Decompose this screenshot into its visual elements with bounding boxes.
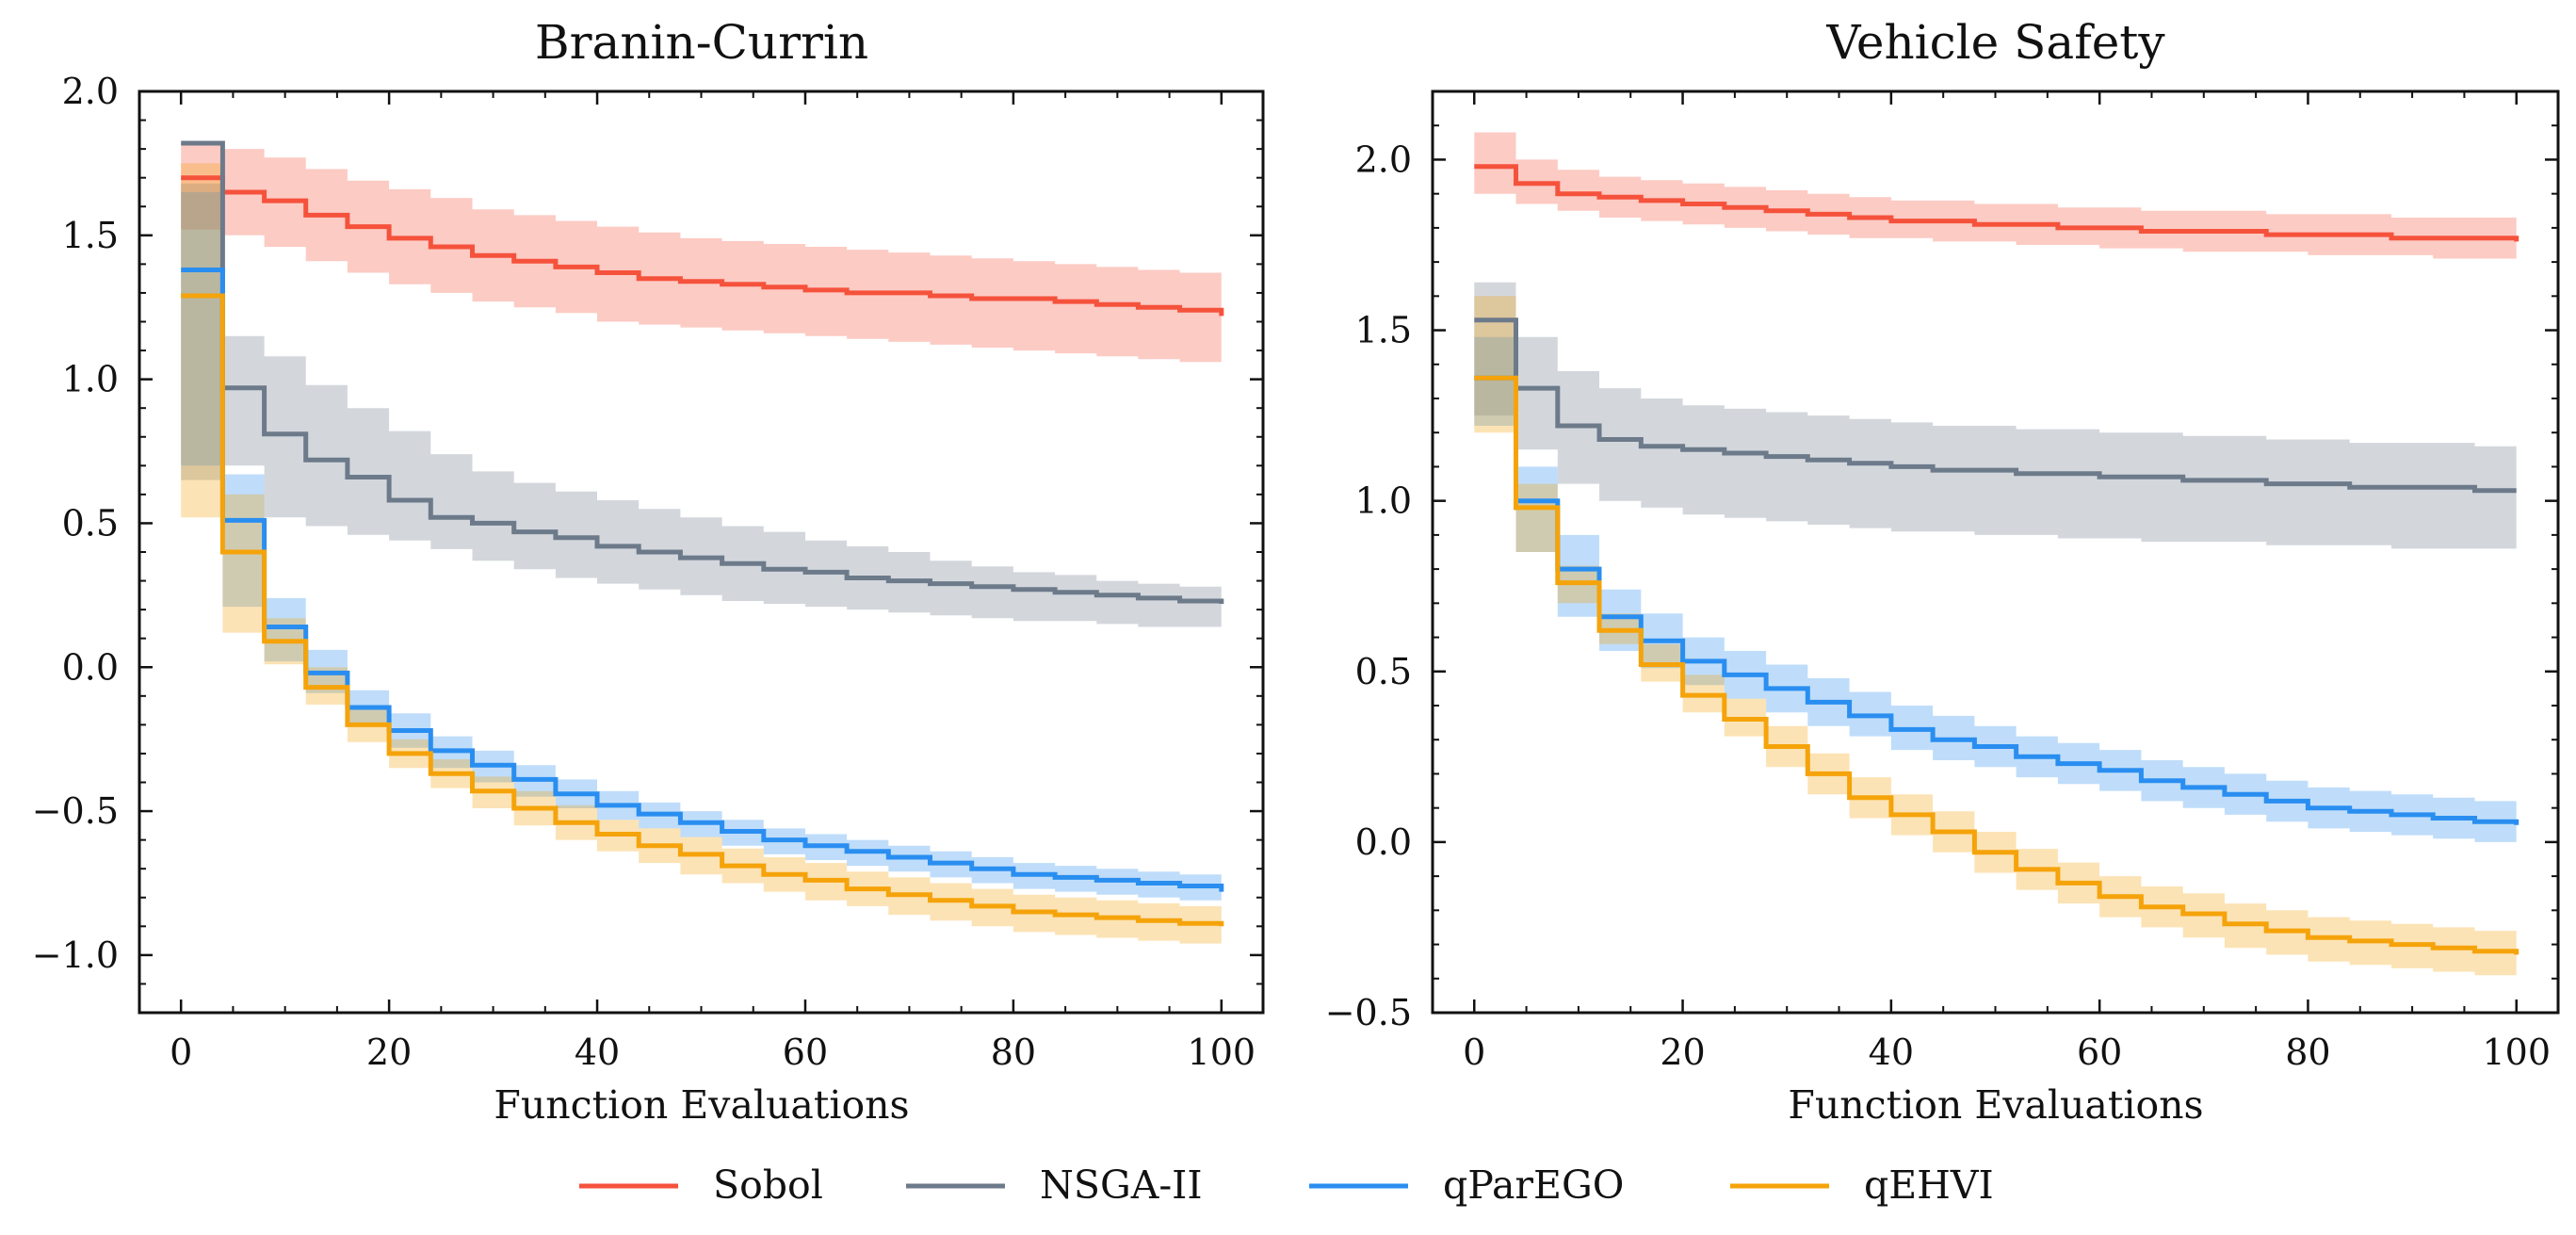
panel-vehicle-safety: Vehicle Safety 0 20 40 60 80 100 −0.5 0.0 0.5 1.0… xyxy=(1325,15,2560,1128)
y-tick-label: 0.0 xyxy=(62,646,119,688)
line-qehvi xyxy=(1474,375,2519,955)
x-tick-label: 40 xyxy=(575,1032,620,1073)
y-tick-label: −0.5 xyxy=(32,790,119,832)
y-tick-label: 1.5 xyxy=(62,215,119,256)
y-tick-label: 0.0 xyxy=(1355,821,1412,863)
line-sobol xyxy=(181,175,1224,317)
legend-entry-qparego: qParEGO xyxy=(1309,1162,1624,1208)
y-tick-label: 0.5 xyxy=(62,502,119,544)
x-tick-label: 0 xyxy=(1463,1032,1485,1073)
ticks: 0 20 40 60 80 100 −0.5 0.0 0.5 1.0 1.5 2.0 xyxy=(1325,90,2558,1073)
legend-label-qehvi: qEHVI xyxy=(1864,1162,1994,1208)
line-qehvi xyxy=(181,293,1224,927)
panel-title: Branin-Currin xyxy=(535,15,868,70)
plot-area xyxy=(1474,132,2519,979)
y-tick-label: −1.0 xyxy=(32,934,119,976)
panel-branin-currin: Branin-Currin 0 20 40 60 80 100 −1.0 −0.5 0.0 0.5… xyxy=(32,15,1265,1128)
line-qparego xyxy=(1474,375,2519,825)
band-nsga-ii xyxy=(1474,282,2517,549)
x-tick-label: 100 xyxy=(1188,1032,1256,1073)
x-tick-label: 20 xyxy=(366,1032,412,1073)
legend-entry-sobol: Sobol xyxy=(579,1162,823,1208)
line-sobol xyxy=(1474,164,2519,242)
x-tick-label: 60 xyxy=(2077,1032,2122,1073)
legend: Sobol NSGA-II qParEGO qEHVI xyxy=(579,1162,1994,1208)
y-tick-label: 1.0 xyxy=(1355,480,1412,522)
legend-label-sobol: Sobol xyxy=(713,1162,823,1208)
x-axis-label: Function Evaluations xyxy=(1788,1082,2203,1128)
y-tick-label: 2.0 xyxy=(62,71,119,112)
y-tick-label: 1.0 xyxy=(62,359,119,400)
legend-label-nsga-ii: NSGA-II xyxy=(1040,1162,1203,1208)
band-sobol xyxy=(1474,132,2517,259)
line-nsga-ii xyxy=(1474,317,2517,494)
legend-label-qparego: qParEGO xyxy=(1443,1162,1624,1208)
y-tick-label: 0.5 xyxy=(1355,651,1412,692)
ticks: 0 20 40 60 80 100 −1.0 −0.5 0.0 0.5 1.0 1.5 2.0 xyxy=(32,71,1263,1073)
band-sobol xyxy=(181,143,1222,366)
y-tick-label: −0.5 xyxy=(1325,992,1412,1033)
panel-title: Vehicle Safety xyxy=(1825,15,2165,70)
x-tick-label: 20 xyxy=(1660,1032,1705,1073)
x-axis-label: Function Evaluations xyxy=(494,1082,909,1128)
y-tick-label: 2.0 xyxy=(1355,138,1412,180)
x-tick-label: 0 xyxy=(170,1032,192,1073)
x-tick-label: 100 xyxy=(2482,1032,2551,1073)
x-tick-label: 80 xyxy=(991,1032,1036,1073)
legend-entry-qehvi: qEHVI xyxy=(1730,1162,1994,1208)
y-tick-label: 1.5 xyxy=(1355,310,1412,351)
plot-area xyxy=(181,140,1224,947)
band-qehvi xyxy=(1474,296,2517,979)
band-qparego xyxy=(1474,336,2517,842)
legend-entry-nsga-ii: NSGA-II xyxy=(906,1162,1203,1208)
line-qparego xyxy=(181,268,1224,892)
x-tick-label: 80 xyxy=(2285,1032,2330,1073)
x-tick-label: 40 xyxy=(1869,1032,1914,1073)
line-nsga-ii xyxy=(181,140,1224,604)
x-tick-label: 60 xyxy=(783,1032,828,1073)
